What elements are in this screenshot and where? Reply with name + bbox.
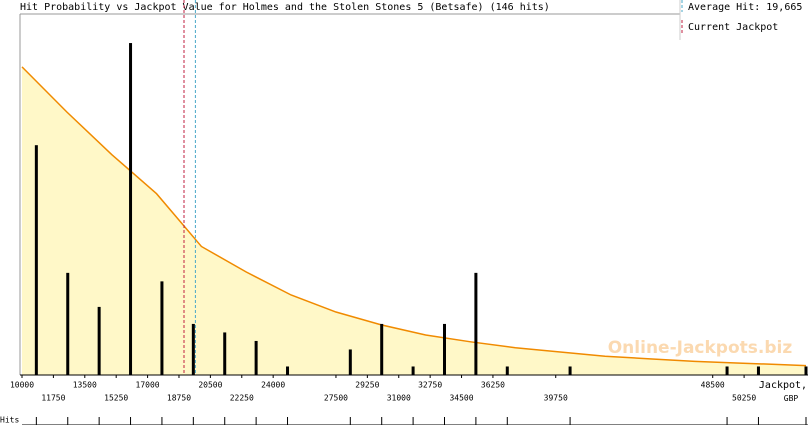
- x-tick-label: 13500: [73, 381, 97, 390]
- x-tick-label: 27500: [324, 394, 348, 403]
- curve-line: [21, 66, 807, 367]
- bar: [254, 340, 258, 375]
- bar: [286, 366, 290, 375]
- x-tick-label: 10000: [10, 381, 34, 390]
- bar: [756, 366, 760, 375]
- bar: [97, 306, 101, 375]
- bar: [129, 43, 133, 376]
- x-tick-label: 29250: [355, 381, 379, 390]
- bar: [505, 366, 509, 375]
- bar: [474, 272, 478, 375]
- rug-label: Hits: [0, 416, 19, 425]
- x-tick-label: 11750: [41, 394, 65, 403]
- watermark: Online-Jackpots.biz: [608, 338, 793, 358]
- bar: [34, 145, 38, 375]
- x-tick-label: 24000: [261, 381, 285, 390]
- x-tick-label: 20500: [198, 381, 222, 390]
- bar: [380, 323, 384, 375]
- x-tick-label: 18750: [167, 394, 191, 403]
- x-tick-label: 22250: [230, 394, 254, 403]
- x-tick-label: 39750: [544, 394, 568, 403]
- x-tick-label: 36250: [481, 381, 505, 390]
- bar: [348, 349, 352, 375]
- bar: [66, 272, 70, 375]
- x-tick-label: 17000: [136, 381, 160, 390]
- legend-label: Current Jackpot: [688, 22, 778, 33]
- bar: [568, 366, 572, 375]
- bar: [160, 281, 164, 375]
- chart-title: Hit Probability vs Jackpot Value for Hol…: [20, 2, 550, 13]
- x-tick-label: 31000: [387, 394, 411, 403]
- bar: [411, 366, 415, 375]
- bar: [191, 323, 195, 375]
- bar: [804, 366, 808, 375]
- x-axis-label: Jackpot, GBP: [759, 380, 807, 403]
- x-tick-label: 48500: [701, 381, 725, 390]
- x-tick-label: 15250: [104, 394, 128, 403]
- bar: [725, 366, 729, 375]
- curve-area: [22, 66, 806, 376]
- x-tick-label: 50250: [732, 394, 756, 403]
- x-tick-label: 34500: [449, 394, 473, 403]
- legend-label: Average Hit: 19,665: [688, 2, 802, 13]
- bar: [442, 323, 446, 375]
- x-tick-label: 32750: [418, 381, 442, 390]
- bar: [223, 332, 227, 375]
